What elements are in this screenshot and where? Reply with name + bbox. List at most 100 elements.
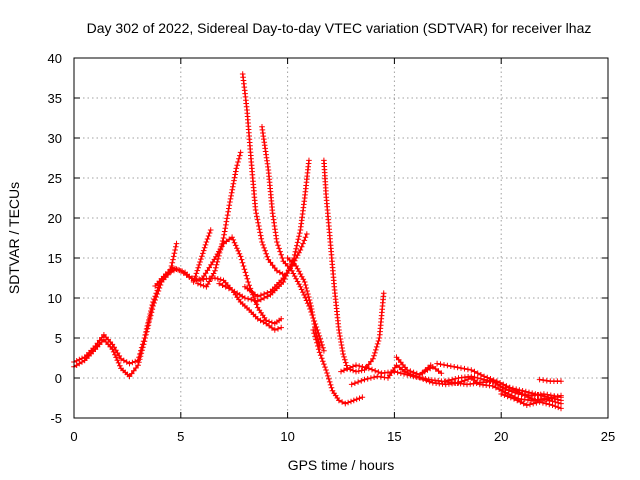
data-point: [474, 370, 481, 376]
data-point: [269, 210, 276, 216]
data-point: [446, 377, 452, 384]
series-track-16: [419, 364, 445, 376]
data-point: [437, 361, 444, 367]
data-point: [305, 291, 311, 297]
data-point: [144, 328, 150, 335]
data-point: [420, 376, 426, 382]
data-point: [230, 183, 236, 190]
data-point: [295, 236, 302, 243]
data-point: [302, 234, 309, 240]
data-point: [109, 346, 116, 352]
data-point: [372, 368, 378, 374]
data-point: [216, 250, 223, 256]
data-point: [151, 300, 157, 306]
data-point: [219, 241, 225, 247]
data-point: [251, 297, 258, 304]
data-point: [279, 255, 286, 261]
data-point: [163, 271, 169, 277]
data-point: [145, 322, 152, 328]
data-point: [523, 388, 529, 395]
data-point: [157, 282, 164, 288]
data-point: [213, 265, 219, 271]
data-point: [474, 375, 481, 381]
series-track-13: [348, 362, 564, 400]
data-point: [243, 272, 250, 279]
series-track-6: [239, 71, 289, 279]
data-point: [314, 340, 320, 346]
y-tick-label: 30: [48, 131, 62, 146]
data-point: [305, 294, 312, 300]
data-point: [496, 386, 502, 392]
data-point: [241, 266, 248, 272]
data-point: [114, 357, 121, 363]
data-point: [371, 374, 377, 380]
data-point: [274, 268, 280, 274]
data-point: [236, 250, 243, 257]
data-point: [465, 366, 471, 373]
data-point: [327, 382, 334, 388]
data-point: [121, 357, 127, 364]
data-point: [246, 282, 252, 288]
data-point: [540, 400, 546, 406]
series-trace: [218, 159, 310, 302]
data-point: [261, 245, 267, 251]
y-tick-label: 35: [48, 91, 62, 106]
data-point: [497, 380, 503, 386]
data-point: [312, 333, 318, 340]
data-point: [230, 237, 237, 243]
data-point: [378, 374, 384, 380]
data-point: [310, 327, 316, 333]
data-point: [494, 378, 500, 384]
data-point: [543, 400, 549, 407]
data-point: [356, 368, 362, 374]
data-point: [110, 349, 117, 355]
data-point: [310, 315, 316, 321]
data-point: [276, 245, 282, 252]
data-point: [300, 289, 306, 296]
data-point: [345, 399, 351, 406]
data-point: [351, 397, 357, 404]
series-trace: [261, 126, 325, 352]
series-track-12: [310, 327, 366, 407]
y-tick-labels: -5 0 5 10 15 20 25 30 35 40: [48, 51, 62, 426]
data-point: [307, 300, 314, 306]
data-point: [375, 369, 382, 375]
data-point: [358, 378, 365, 384]
data-point: [205, 233, 212, 239]
data-point: [242, 295, 248, 301]
data-point: [540, 377, 546, 383]
data-point: [171, 267, 177, 274]
data-point: [294, 239, 301, 246]
data-point: [113, 354, 119, 361]
data-point: [234, 245, 240, 251]
data-point: [275, 242, 281, 248]
y-tick-label: 5: [55, 331, 62, 346]
data-point: [171, 250, 178, 256]
data-point: [221, 231, 227, 238]
data-point: [263, 317, 269, 324]
data-point: [147, 312, 154, 319]
data-point: [168, 268, 174, 275]
data-point: [438, 370, 445, 376]
data-point: [204, 236, 211, 242]
data-point: [212, 268, 218, 274]
data-point: [301, 237, 308, 244]
data-point: [493, 384, 499, 391]
data-point: [558, 405, 564, 412]
x-tick-labels: 0 5 10 15 20 25: [70, 429, 615, 444]
data-point: [233, 165, 240, 172]
data-point: [221, 228, 228, 235]
data-point: [394, 369, 401, 376]
data-point: [448, 363, 454, 369]
data-point: [258, 292, 264, 298]
data-point: [169, 260, 176, 266]
data-point: [321, 348, 327, 354]
data-point: [197, 259, 203, 265]
data-point: [222, 225, 229, 231]
data-point: [304, 231, 310, 237]
data-point: [373, 347, 379, 353]
data-point: [215, 276, 221, 282]
data-point: [252, 207, 259, 213]
data-series: [71, 71, 564, 412]
